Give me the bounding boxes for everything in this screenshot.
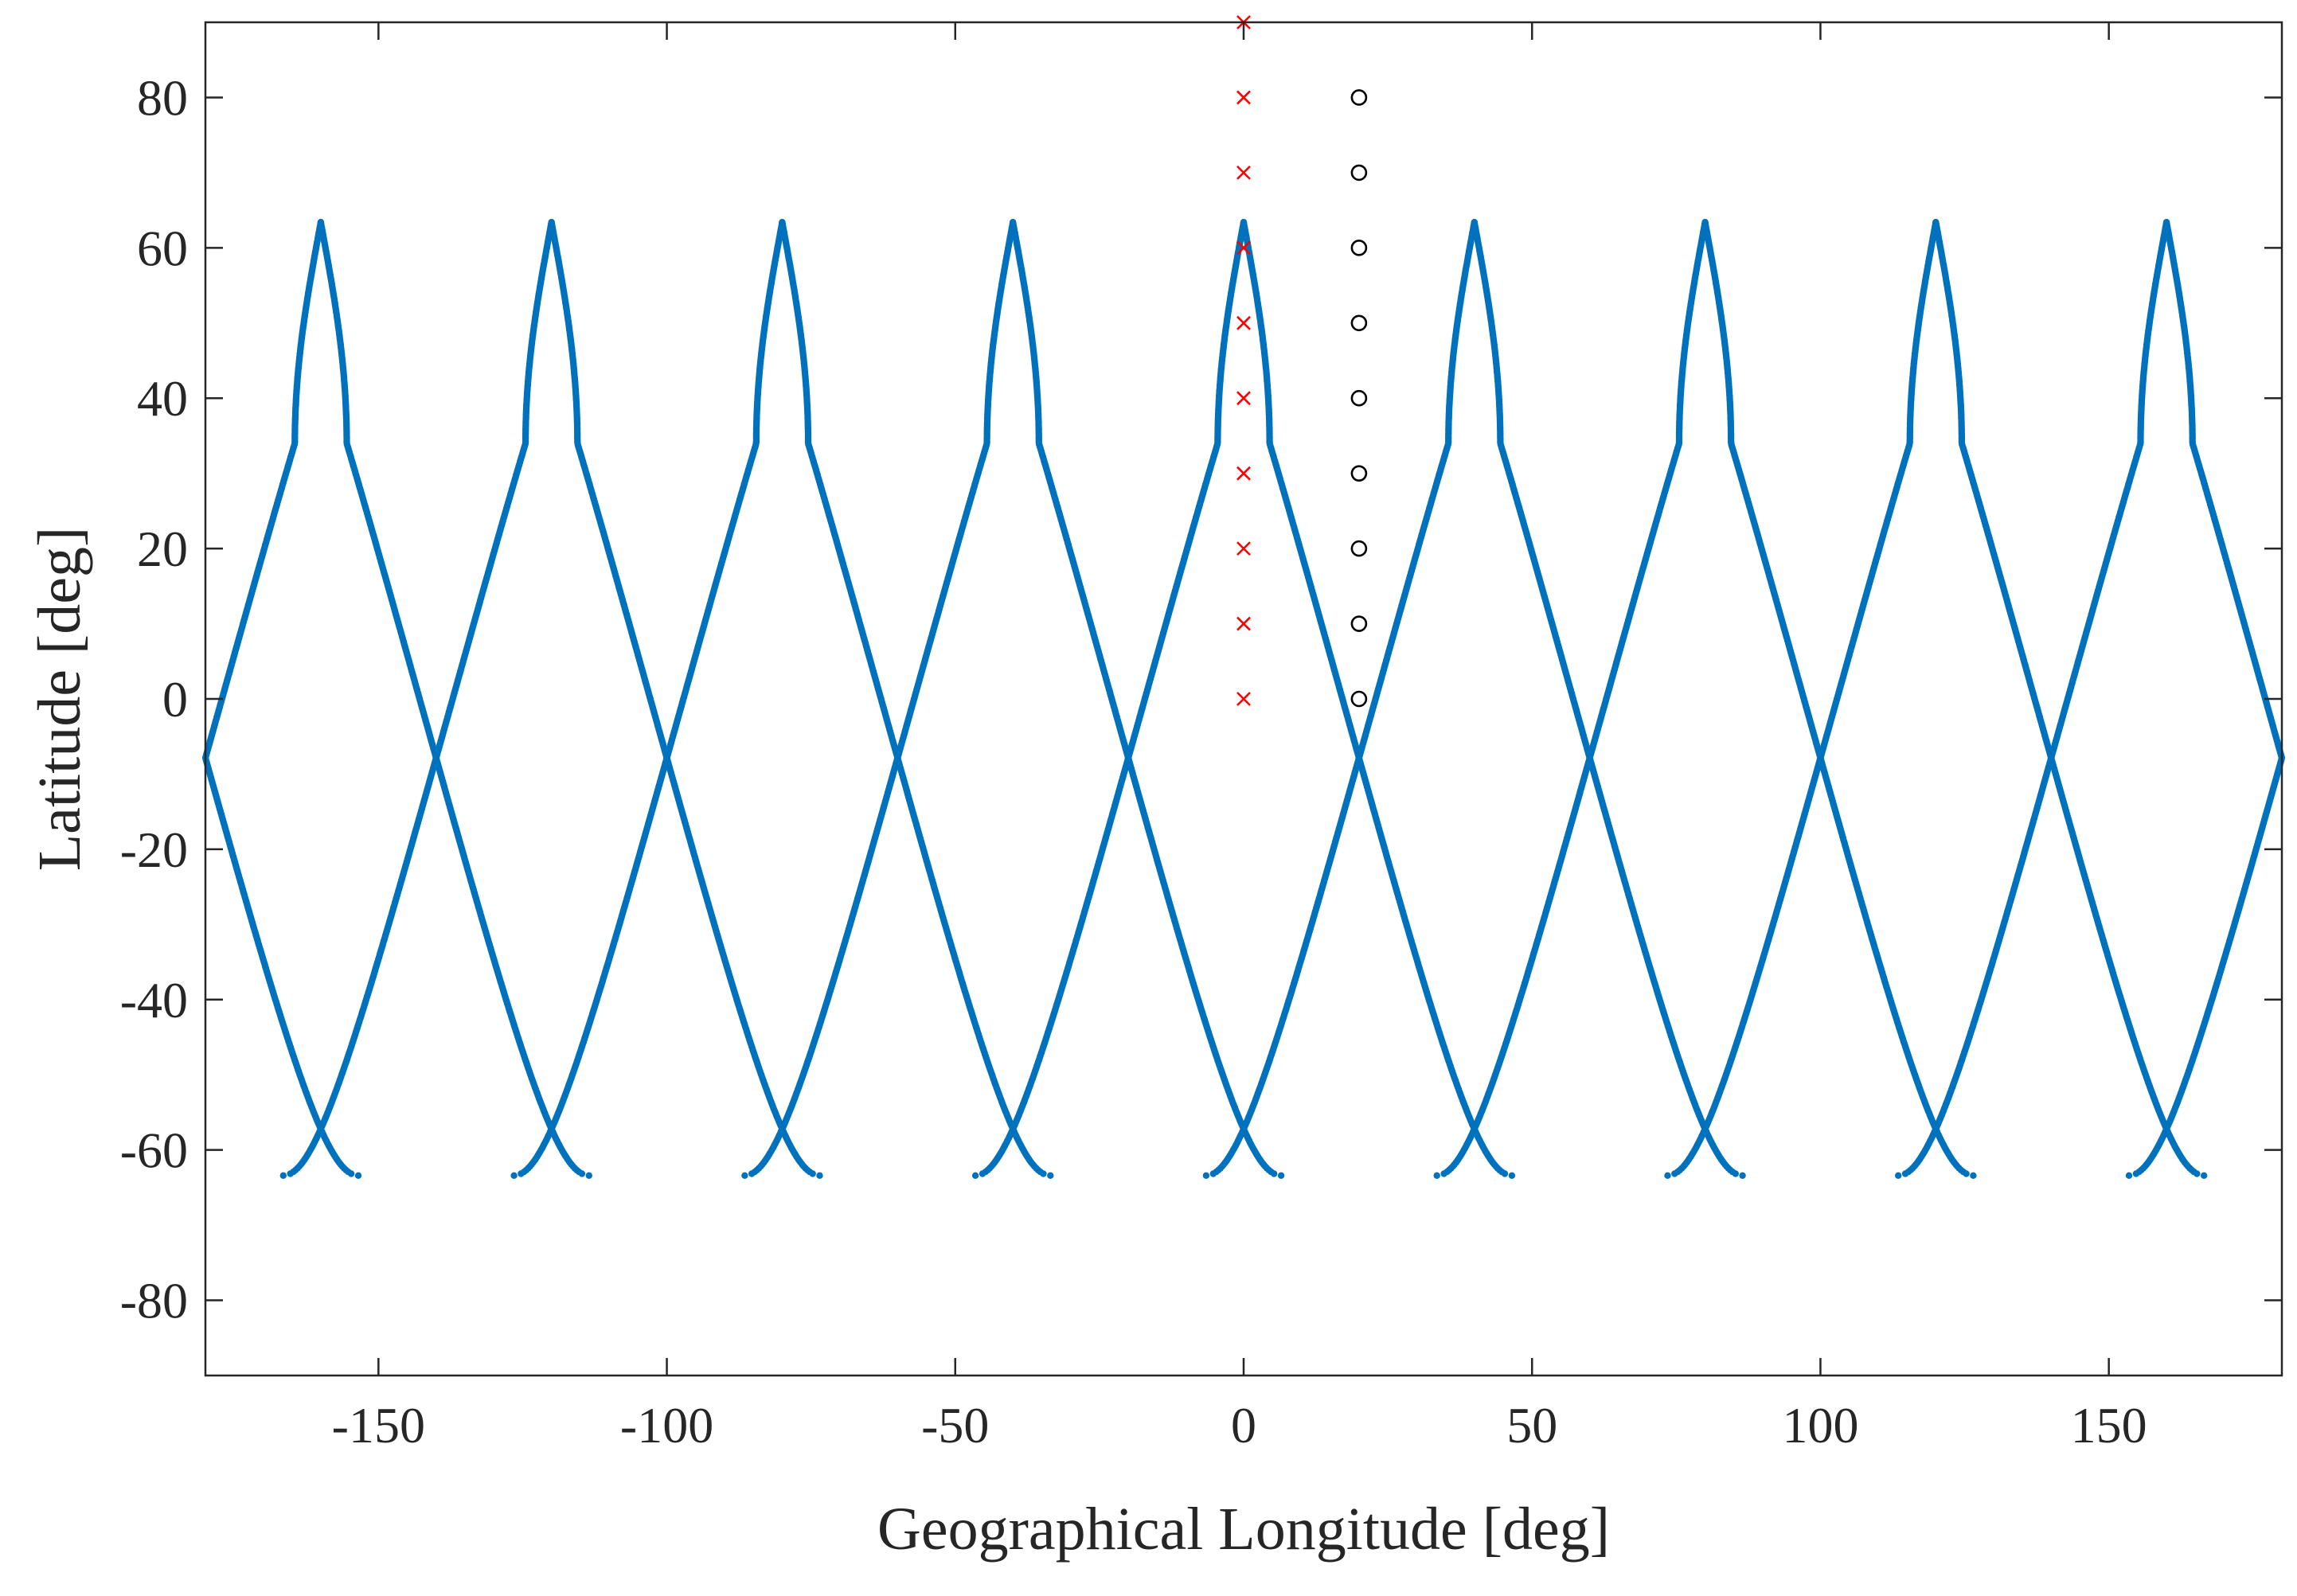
ground-track-point xyxy=(1277,1172,1285,1180)
ground-track-point xyxy=(578,1170,586,1177)
ground-track-point xyxy=(1047,1172,1054,1180)
ground-track-point xyxy=(518,1170,525,1177)
ground-track-point xyxy=(279,1172,287,1180)
ground-track-point xyxy=(809,1170,816,1177)
ground-track-point xyxy=(741,1172,748,1180)
ground-track-point xyxy=(748,1170,756,1177)
data-layer xyxy=(201,15,2286,1180)
ground-track-point xyxy=(2132,1170,2140,1177)
ground-track-point xyxy=(585,1172,592,1180)
ground-track-point xyxy=(1271,1170,1278,1177)
ground-track-point xyxy=(2125,1172,2133,1180)
ground-track-point xyxy=(287,1170,294,1177)
ground-track-point xyxy=(816,1172,823,1180)
ground-track-series xyxy=(201,219,2286,1180)
ground-track-point xyxy=(1040,1170,1047,1177)
ground-track-point xyxy=(510,1172,518,1180)
